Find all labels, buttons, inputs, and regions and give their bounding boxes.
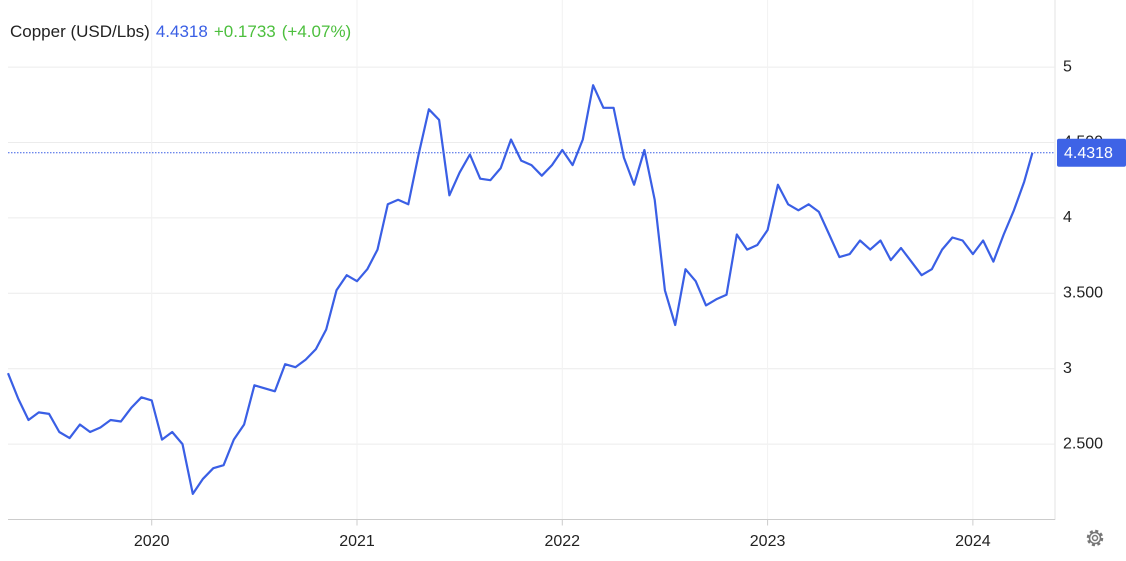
last-price: 4.4318 xyxy=(155,22,208,41)
y-tick-label: 5 xyxy=(1063,58,1072,75)
x-tick-label: 2020 xyxy=(134,533,170,550)
settings-icon[interactable] xyxy=(1086,529,1104,547)
gear-ring xyxy=(1088,531,1102,545)
x-tick-label: 2022 xyxy=(544,533,580,550)
y-tick-label: 4 xyxy=(1063,209,1072,226)
gear-teeth xyxy=(1086,529,1104,547)
gear-hole xyxy=(1091,534,1099,542)
change-percent: (+4.07%) xyxy=(281,22,352,41)
chart-title: Copper (USD/Lbs) xyxy=(10,22,150,41)
last-price-box xyxy=(1057,138,1126,167)
y-tick-label: 3 xyxy=(1063,360,1072,377)
change: +0.1733 xyxy=(213,22,276,41)
price-line xyxy=(6,84,1034,495)
x-tick-label: 2023 xyxy=(750,533,786,550)
header: Copper (USD/Lbs) 4.4318 +0.1733 (+4.07%) xyxy=(10,22,357,42)
x-tick-label: 2024 xyxy=(955,533,991,550)
last-price-label: 4.4318 xyxy=(1064,145,1113,162)
x-tick-label: 2021 xyxy=(339,533,375,550)
y-tick-label: 2.500 xyxy=(1063,435,1103,452)
y-tick-label: 3.500 xyxy=(1063,285,1103,302)
